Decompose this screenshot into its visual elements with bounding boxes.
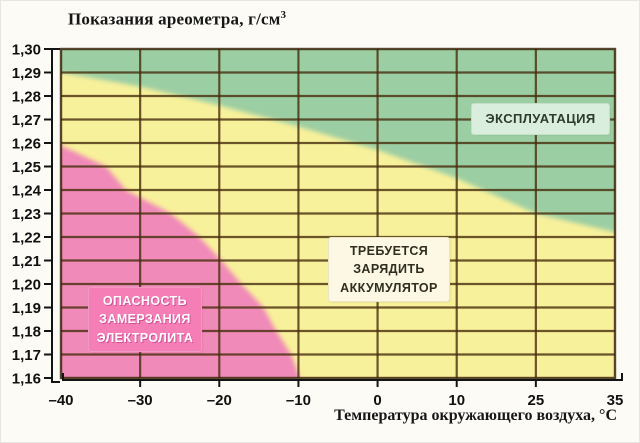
region-label-operation: ЭКСПЛУАТАЦИЯ xyxy=(472,104,609,134)
y-axis-line xyxy=(51,48,60,383)
x-tick-label: 25 xyxy=(528,392,545,409)
region-label-charge-line2: ЗАРЯДИТЬ xyxy=(353,262,425,277)
y-tick-label: 1,23 xyxy=(12,206,41,223)
region-label-freeze-line1: ОПАСНОСТЬ xyxy=(102,294,188,309)
x-tick-label: 35 xyxy=(607,392,624,409)
y-tick-label: 1,30 xyxy=(12,42,41,59)
y-tick-label: 1,29 xyxy=(12,65,41,82)
x-tick-label: –40 xyxy=(48,392,73,409)
y-tick-label: 1,22 xyxy=(12,230,41,247)
region-label-freeze-line3: ЭЛЕКТРОЛИТА xyxy=(96,330,194,345)
region-label-operation-text: ЭКСПЛУАТАЦИЯ xyxy=(485,110,596,126)
y-tick-label: 1,17 xyxy=(12,347,41,364)
y-tick-label: 1,19 xyxy=(12,300,41,317)
region-label-freezing-danger: ОПАСНОСТЬ ЗАМЕРЗАНИЯ ЭЛЕКТРОЛИТА xyxy=(89,288,201,351)
region-label-charge-line1: ТРЕБУЕТСЯ xyxy=(349,244,429,259)
x-tick-label: –10 xyxy=(286,392,311,409)
y-tick-label: 1,25 xyxy=(12,159,41,176)
y-tick-label: 1,21 xyxy=(12,253,41,270)
region-label-charge-line3: АККУМУЛЯТОР xyxy=(340,280,438,295)
y-tick-label: 1,27 xyxy=(12,112,41,129)
y-tick-label: 1,16 xyxy=(12,371,41,388)
tick-labels: 1,30 1,29 1,28 1,27 1,26 1,25 1,24 1,23 1,22 1,21… xyxy=(12,42,624,410)
chart-title-text: Показания ареометра, г/см xyxy=(68,9,281,29)
y-tick-label: 1,18 xyxy=(12,324,41,341)
region-operation-area xyxy=(61,49,615,233)
y-tick-label: 1,20 xyxy=(12,277,41,294)
chart-title-superscript: 3 xyxy=(280,9,287,21)
x-axis-line xyxy=(62,373,623,381)
x-axis-label: Температура окружающего воздуха, °С xyxy=(334,407,617,424)
x-tick-label: –20 xyxy=(207,392,232,409)
x-tick-label: 10 xyxy=(448,392,465,409)
y-tick-label: 1,28 xyxy=(12,89,41,106)
plot-border xyxy=(59,47,617,380)
chart-title: Показания ареометра, г/см3 xyxy=(68,9,286,30)
y-tick-label: 1,26 xyxy=(12,136,41,153)
x-tick-label: 0 xyxy=(373,392,381,409)
y-tick-label: 1,24 xyxy=(12,183,42,200)
region-label-freeze-line2: ЗАМЕРЗАНИЯ xyxy=(99,312,191,327)
axes xyxy=(44,48,623,387)
x-tick-label: –30 xyxy=(128,392,153,409)
region-label-charge-required: ТРЕБУЕТСЯ ЗАРЯДИТЬ АККУМУЛЯТОР xyxy=(329,238,449,301)
